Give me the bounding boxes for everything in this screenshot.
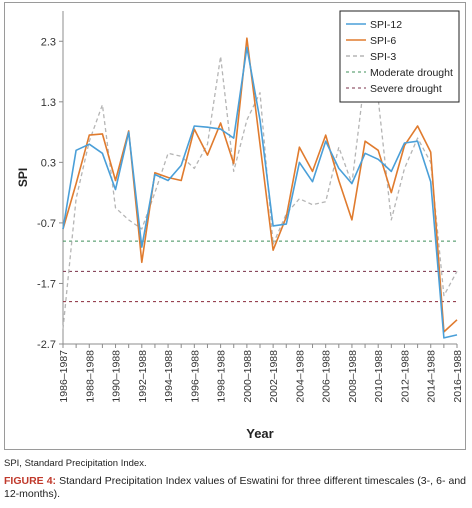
figure-caption: FIGURE 4: Standard Precipitation Index v… xyxy=(4,475,466,501)
x-tick-label: 2008–1988 xyxy=(347,350,359,403)
y-tick-label: 2.3 xyxy=(41,36,56,48)
series-line-spi-12 xyxy=(62,46,458,339)
legend-label: Severe drought xyxy=(370,83,442,95)
y-tick-label: 1.3 xyxy=(41,97,56,109)
x-tick-label: 2006–1988 xyxy=(321,350,333,403)
x-tick-label: 1986–1987 xyxy=(58,350,70,403)
y-tick-label: -1.7 xyxy=(37,278,56,290)
x-tick-label: 1988–1988 xyxy=(84,350,96,403)
x-tick-label: 1992–1988 xyxy=(137,350,149,403)
legend-label: Moderate drought xyxy=(370,67,453,79)
series-line-spi-6 xyxy=(62,37,458,333)
legend-label: SPI-6 xyxy=(370,35,396,47)
x-tick-label: 2014–1988 xyxy=(426,350,438,403)
x-axis-title: Year xyxy=(246,426,273,441)
x-tick-label: 2012–1988 xyxy=(399,350,411,403)
y-tick-label: 0.3 xyxy=(41,157,56,169)
figure-caption-label: FIGURE 4: xyxy=(4,475,57,487)
x-tick-label: 2004–1988 xyxy=(294,350,306,403)
chart-frame: 2.3 1.3 0.3 -0.7 -1.7 -2.7 1986–1987 1988–1988 1… xyxy=(4,2,466,450)
x-tick-label: 1996–1988 xyxy=(189,350,201,403)
legend-box xyxy=(339,10,460,103)
x-tick-label: 2000–1988 xyxy=(242,350,254,403)
legend-label: SPI-12 xyxy=(370,19,402,31)
legend-label: SPI-3 xyxy=(370,51,396,63)
x-tick-label: 1998–1988 xyxy=(216,350,228,403)
x-tick-label: 1990–1988 xyxy=(111,350,123,403)
x-tick-label: 2002–1988 xyxy=(268,350,280,403)
x-tick-label: 2016–1988 xyxy=(452,350,464,403)
y-tick-label: -2.7 xyxy=(37,339,56,351)
y-axis-title: SPI xyxy=(16,168,30,187)
series-line-spi-3 xyxy=(62,55,458,329)
y-tick-label: -0.7 xyxy=(37,218,56,230)
figure-caption-text: Standard Precipitation Index values of E… xyxy=(4,475,466,500)
chart-footnote: SPI, Standard Precipitation Index. xyxy=(4,458,147,469)
x-tick-label: 2010–1988 xyxy=(373,350,385,403)
x-tick-label: 1994–1988 xyxy=(163,350,175,403)
